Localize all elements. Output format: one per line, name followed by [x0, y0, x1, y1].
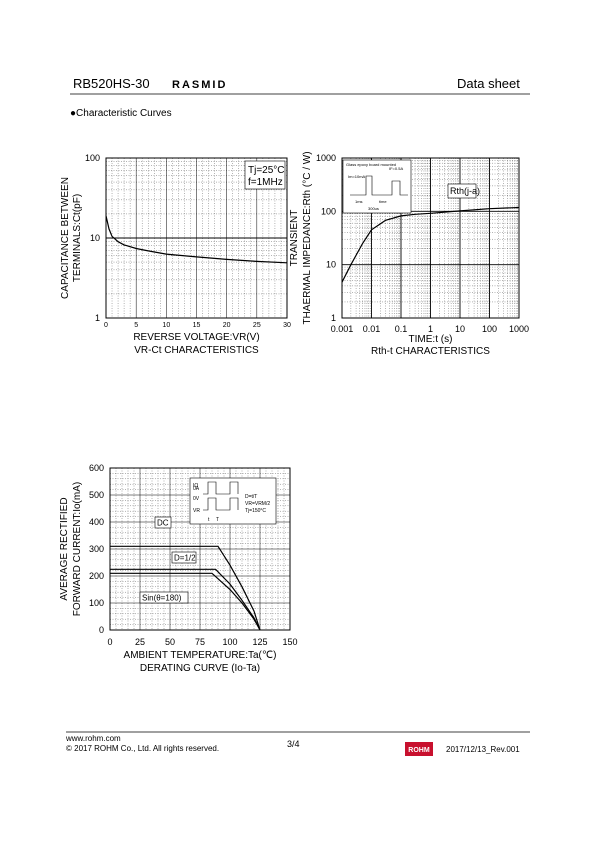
x-tick-label: 10 — [162, 322, 170, 329]
legend-box — [139, 591, 189, 604]
x-axis-label: AMBIENT TEMPERATURE:Ta(℃) — [124, 650, 277, 661]
x-tick-label: 100 — [222, 637, 237, 647]
inset-text: Im=10mA — [348, 174, 366, 179]
y-tick-label: 400 — [89, 517, 104, 527]
y-axis-label: AVERAGE RECTIFIED — [59, 497, 70, 600]
caption: DERATING CURVE (Io-Ta) — [140, 663, 260, 674]
curve — [110, 545, 261, 631]
inset-box — [342, 159, 412, 214]
inset-text: IO — [193, 483, 198, 489]
y-tick-label: 600 — [89, 463, 104, 473]
y-axis-label: FORWARD CURRENT:Io(mA) — [72, 482, 83, 616]
inset-text: Glass epoxy board mounted — [346, 162, 396, 167]
inset-box — [189, 477, 277, 525]
y-axis-label: TERMINALS:Ct(pF) — [72, 194, 83, 282]
x-tick-label: 20 — [223, 322, 231, 329]
x-tick-label: 0 — [107, 637, 112, 647]
annotation: f=1MHz — [248, 177, 283, 188]
plot-frame — [109, 467, 291, 631]
x-tick-label: 1 — [428, 324, 433, 334]
x-tick-label: 50 — [165, 637, 175, 647]
inset-text: 300us — [368, 206, 379, 211]
caption: VR-Ct CHARACTERISTICS — [134, 345, 259, 356]
caption: Rth-t CHARACTERISTICS — [371, 346, 490, 357]
y-tick-label: 1 — [95, 313, 100, 323]
y-tick-label: 10 — [90, 233, 100, 243]
y-tick-label: 100 — [321, 206, 336, 216]
x-tick-label: 25 — [253, 322, 261, 329]
curve — [110, 572, 261, 631]
y-tick-label: 1000 — [316, 153, 336, 163]
logo-box — [405, 742, 433, 756]
y-tick-label: 300 — [89, 544, 104, 554]
x-tick-label: 100 — [482, 324, 497, 334]
inset-text: 1ms — [355, 199, 363, 204]
inset-text: 0A — [193, 486, 200, 492]
x-tick-label: 5 — [134, 322, 138, 329]
curve — [341, 206, 520, 283]
x-tick-label: 30 — [283, 322, 291, 329]
x-tick-label: 0.01 — [363, 324, 381, 334]
inset-text: IF=0.5A — [389, 166, 403, 171]
inset-text: time — [379, 199, 387, 204]
y-tick-label: 200 — [89, 571, 104, 581]
x-tick-label: 1000 — [509, 324, 529, 334]
legend-label: D=1/2 — [174, 554, 196, 563]
y-axis-label: THAERMAL IMPEDANCE:Rth (°C / W) — [302, 151, 313, 324]
annotation-box — [244, 160, 286, 190]
x-axis-label: REVERSE VOLTAGE:VR(V) — [133, 332, 259, 343]
footer-url: www.rohm.com — [65, 734, 121, 743]
part-number: RB520HS-30 — [73, 76, 150, 91]
brand: RASMID — [172, 79, 227, 91]
legend-box — [171, 551, 197, 564]
x-tick-label: 0.001 — [331, 324, 354, 334]
y-tick-label: 100 — [89, 598, 104, 608]
y-tick-label: 100 — [85, 153, 100, 163]
y-axis-label: CAPACITANCE BETWEEN — [60, 177, 71, 299]
x-tick-label: 75 — [195, 637, 205, 647]
footer-rev: 2017/12/13_Rev.001 — [446, 745, 520, 754]
inset-text: T — [216, 517, 219, 523]
inset-text: Tj=150°C — [245, 508, 266, 514]
doc-type: Data sheet — [457, 76, 520, 91]
plot-frame — [341, 157, 520, 319]
plot-frame — [105, 157, 288, 319]
y-axis-label: TRANSIENT — [289, 210, 300, 267]
x-tick-label: 125 — [252, 637, 267, 647]
inset-text: 0V — [193, 496, 200, 502]
x-tick-label: 150 — [282, 637, 297, 647]
x-tick-label: 0.1 — [395, 324, 408, 334]
y-tick-label: 500 — [89, 490, 104, 500]
legend-label: DC — [157, 519, 169, 528]
annotation: Rth(j-a) — [450, 186, 480, 196]
inset-text: VR=VRM/2 — [245, 501, 270, 507]
curve — [105, 215, 288, 264]
page-number: 3/4 — [287, 739, 300, 749]
y-tick-label: 1 — [331, 313, 336, 323]
x-tick-label: 10 — [455, 324, 465, 334]
inset-wave — [203, 481, 239, 511]
x-tick-label: 0 — [104, 322, 108, 329]
legend-label: Sin(θ=180) — [142, 594, 182, 603]
inset-text: VR — [193, 508, 200, 514]
inset-wave — [350, 175, 408, 196]
x-tick-label: 25 — [135, 637, 145, 647]
legend-box — [154, 516, 172, 529]
inset-text: t — [208, 517, 210, 523]
annotation: Tj=25°C — [248, 165, 285, 176]
x-axis-label: TIME:t (s) — [409, 334, 453, 345]
inset-text: D=t/T — [245, 494, 257, 500]
annotation-box — [447, 183, 477, 199]
y-tick-label: 10 — [326, 260, 336, 270]
logo: ROHM — [408, 747, 430, 754]
y-tick-label: 0 — [99, 625, 104, 635]
x-tick-label: 15 — [193, 322, 201, 329]
footer-copyright: © 2017 ROHM Co., Ltd. All rights reserve… — [66, 744, 219, 753]
section-title: ●Characteristic Curves — [70, 108, 172, 119]
